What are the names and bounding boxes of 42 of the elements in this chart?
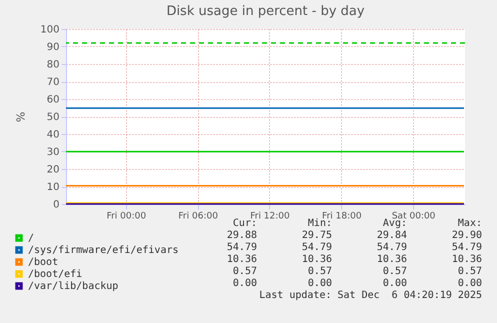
y-tick-label: 20 bbox=[46, 164, 60, 176]
y-tick-label: 80 bbox=[46, 60, 60, 70]
y-tick-label: 0 bbox=[53, 200, 60, 210]
text: 54.79 bbox=[302, 242, 332, 254]
legend-label: /var/lib/backup bbox=[28, 281, 118, 292]
text: 0.00 bbox=[382, 278, 407, 290]
y-tick-label: 40 bbox=[46, 130, 60, 140]
y-tick-label: 30 bbox=[46, 147, 60, 158]
text: 10.36 bbox=[302, 254, 332, 266]
y-tick-label: 70 bbox=[46, 77, 60, 88]
y-tick-label: 90 bbox=[46, 42, 60, 53]
text: 0.00 bbox=[308, 278, 332, 290]
text: 10.36 bbox=[226, 254, 257, 266]
text: 54.79 bbox=[226, 242, 257, 254]
y-tick-label: 10 bbox=[46, 182, 60, 193]
x-tick-label: Fri 00:00 bbox=[106, 212, 146, 222]
legend-label: /sys/firmware/efi/efivars bbox=[28, 245, 179, 256]
y-axis-title: % bbox=[14, 112, 28, 122]
text: 29.90 bbox=[452, 230, 482, 242]
text: 10.36 bbox=[376, 254, 407, 266]
text: 29.88 bbox=[226, 230, 257, 242]
text: Last update: Sat Dec 6 04:20:19 2025 bbox=[259, 290, 482, 302]
legend-label: / bbox=[28, 233, 34, 244]
legend-label: /boot/efi bbox=[28, 269, 82, 280]
text: 0.57 bbox=[232, 266, 257, 278]
y-tick-label: 50 bbox=[46, 112, 60, 123]
text: 0.57 bbox=[458, 266, 482, 278]
legend-label: /boot bbox=[28, 257, 58, 268]
x-tick-label: Fri 06:00 bbox=[178, 212, 218, 222]
text: 10.36 bbox=[452, 254, 482, 266]
text: 0.57 bbox=[308, 266, 332, 278]
text: 0.00 bbox=[458, 278, 482, 290]
chart-title: Disk usage in percent - by day bbox=[166, 4, 365, 19]
y-tick-label: 60 bbox=[46, 94, 60, 106]
text: 29.84 bbox=[376, 230, 407, 242]
text: Max: bbox=[458, 218, 482, 230]
y-tick-label: 100 bbox=[40, 24, 60, 36]
text: 54.79 bbox=[452, 242, 482, 254]
text: 54.79 bbox=[376, 242, 407, 254]
text: 0.57 bbox=[382, 266, 407, 278]
text: 29.75 bbox=[302, 230, 332, 242]
text: 0.00 bbox=[232, 278, 257, 290]
